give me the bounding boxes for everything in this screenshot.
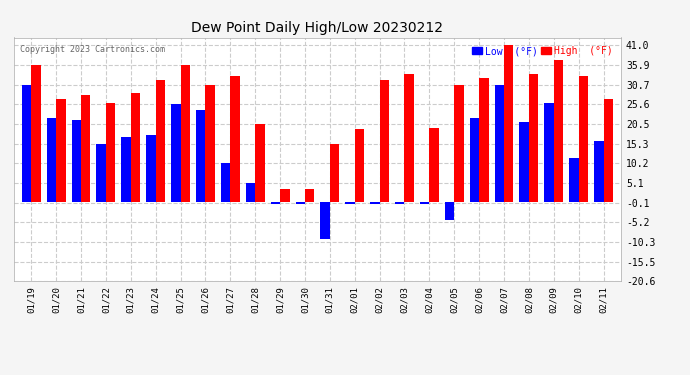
Bar — [529, 74, 538, 202]
Title: Dew Point Daily High/Low 20230212: Dew Point Daily High/Low 20230212 — [191, 21, 444, 35]
Bar — [146, 135, 156, 202]
Bar — [22, 85, 31, 202]
Bar — [131, 93, 140, 202]
Bar — [196, 110, 206, 202]
Bar — [280, 189, 290, 202]
Bar — [520, 122, 529, 202]
Bar — [420, 202, 429, 204]
Bar — [230, 76, 239, 202]
Bar — [121, 137, 131, 202]
Bar — [470, 118, 479, 202]
Bar — [445, 202, 454, 219]
Bar — [569, 158, 579, 202]
Bar — [579, 76, 588, 202]
Bar — [270, 202, 280, 204]
Bar — [479, 78, 489, 202]
Bar — [454, 86, 464, 202]
Bar — [370, 202, 380, 204]
Bar — [221, 163, 230, 202]
Bar — [181, 65, 190, 202]
Bar — [330, 144, 339, 202]
Bar — [554, 60, 563, 202]
Bar — [495, 85, 504, 202]
Bar — [380, 80, 389, 202]
Text: Copyright 2023 Cartronics.com: Copyright 2023 Cartronics.com — [20, 45, 165, 54]
Bar — [604, 99, 613, 202]
Bar — [345, 202, 355, 204]
Bar — [504, 45, 513, 202]
Bar — [72, 120, 81, 202]
Bar — [106, 103, 115, 202]
Bar — [395, 202, 404, 204]
Bar — [594, 141, 604, 202]
Bar — [156, 80, 165, 202]
Bar — [255, 124, 265, 202]
Bar — [206, 85, 215, 202]
Bar — [429, 128, 439, 202]
Bar — [355, 129, 364, 202]
Bar — [171, 104, 181, 202]
Bar — [305, 189, 315, 202]
Bar — [56, 99, 66, 202]
Bar — [295, 202, 305, 204]
Legend: Low  (°F), High  (°F): Low (°F), High (°F) — [469, 42, 616, 60]
Bar — [320, 202, 330, 239]
Bar — [404, 74, 414, 202]
Bar — [97, 144, 106, 202]
Bar — [246, 183, 255, 202]
Bar — [31, 65, 41, 202]
Bar — [47, 118, 56, 202]
Bar — [81, 95, 90, 202]
Bar — [544, 103, 554, 202]
